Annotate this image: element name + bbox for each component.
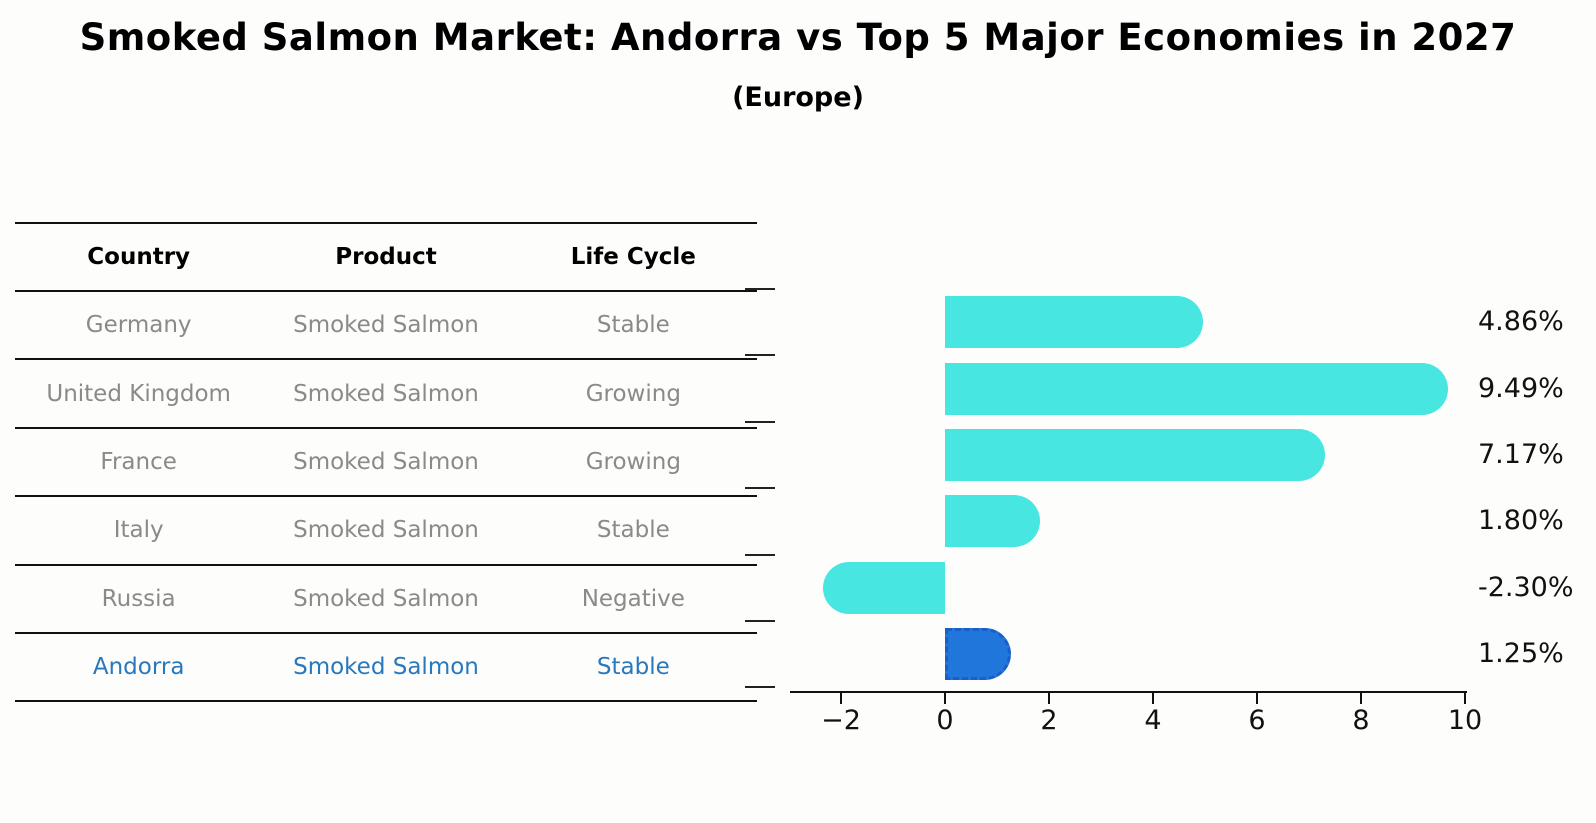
- bar-value-label-germany: 4.86%: [1478, 306, 1564, 338]
- table-row-france: France Smoked Salmon Growing: [15, 427, 757, 498]
- x-axis-line: [790, 691, 1467, 693]
- x-tick: [1464, 693, 1466, 704]
- x-tick: [1048, 693, 1050, 704]
- bar-germany: [945, 296, 1203, 349]
- cell-product: Smoked Salmon: [262, 427, 510, 498]
- table-row-united-kingdom: United Kingdom Smoked Salmon Growing: [15, 359, 757, 429]
- cell-product: Smoked Salmon: [262, 632, 510, 703]
- bar-value-label-italy: 1.80%: [1478, 505, 1564, 537]
- x-tick: [944, 693, 946, 704]
- table-header-row: Country Product Life Cycle: [15, 223, 757, 292]
- market-table: Country Product Life Cycle Germany Smoke…: [15, 222, 757, 703]
- row-boundary-tick: [745, 553, 775, 556]
- bar-united-kingdom: [945, 362, 1448, 415]
- cell-country: Russia: [15, 564, 263, 634]
- table-row-andorra: Andorra Smoked Salmon Stable: [15, 632, 757, 703]
- bar-chart: −2 0 2 4 6 8 10 4.86% 9.49% 7.17% 1.80% -2.30% 1.25%: [745, 265, 1574, 736]
- page-subtitle: (Europe): [732, 82, 864, 113]
- cell-product: Smoked Salmon: [262, 291, 510, 361]
- row-boundary-tick: [745, 288, 775, 290]
- bar-russia: [823, 561, 945, 614]
- bar-value-label-russia: -2.30%: [1478, 571, 1574, 603]
- x-tick-label: 4: [1144, 705, 1162, 736]
- cell-life-cycle: Stable: [509, 496, 757, 566]
- bar-france: [945, 429, 1325, 481]
- cell-country: Germany: [15, 291, 263, 361]
- bar-value-label-andorra: 1.25%: [1478, 638, 1564, 670]
- cell-product: Smoked Salmon: [262, 359, 510, 429]
- cell-product: Smoked Salmon: [262, 564, 510, 634]
- x-tick-label: 0: [936, 705, 954, 736]
- column-header-life-cycle: Life Cycle: [509, 223, 757, 292]
- bar-value-label-france: 7.17%: [1478, 439, 1564, 470]
- cell-life-cycle: Growing: [509, 359, 757, 429]
- x-tick-label: 2: [1040, 705, 1058, 736]
- cell-product: Smoked Salmon: [262, 496, 510, 566]
- cell-country: France: [15, 427, 263, 498]
- row-boundary-tick: [745, 354, 775, 357]
- cell-country: United Kingdom: [15, 359, 263, 429]
- x-tick: [1152, 693, 1154, 704]
- cell-life-cycle: Growing: [509, 427, 757, 498]
- cell-life-cycle: Negative: [509, 564, 757, 634]
- cell-life-cycle: Stable: [509, 632, 757, 703]
- row-boundary-tick: [745, 420, 775, 423]
- bar-italy: [945, 495, 1041, 548]
- cell-country: Italy: [15, 496, 263, 566]
- column-header-country: Country: [15, 223, 263, 292]
- x-tick-label: 8: [1352, 705, 1370, 736]
- x-tick-label: 6: [1248, 705, 1266, 736]
- row-boundary-tick: [745, 620, 775, 622]
- bar-value-label-united-kingdom: 9.49%: [1478, 372, 1564, 404]
- row-boundary-tick: [745, 686, 775, 689]
- x-tick: [1360, 693, 1362, 704]
- bar-andorra: [945, 628, 1012, 681]
- column-header-product: Product: [262, 223, 510, 292]
- x-tick-label: −2: [821, 705, 861, 736]
- table-row-italy: Italy Smoked Salmon Stable: [15, 496, 757, 566]
- cell-country: Andorra: [15, 632, 263, 703]
- table-row-germany: Germany Smoked Salmon Stable: [15, 291, 757, 361]
- page-title: Smoked Salmon Market: Andorra vs Top 5 M…: [79, 16, 1517, 59]
- x-tick-label: 10: [1447, 705, 1483, 736]
- cell-life-cycle: Stable: [509, 291, 757, 361]
- x-tick: [840, 693, 842, 704]
- x-tick: [1256, 693, 1258, 704]
- row-boundary-tick: [745, 487, 775, 490]
- table-row-russia: Russia Smoked Salmon Negative: [15, 564, 757, 634]
